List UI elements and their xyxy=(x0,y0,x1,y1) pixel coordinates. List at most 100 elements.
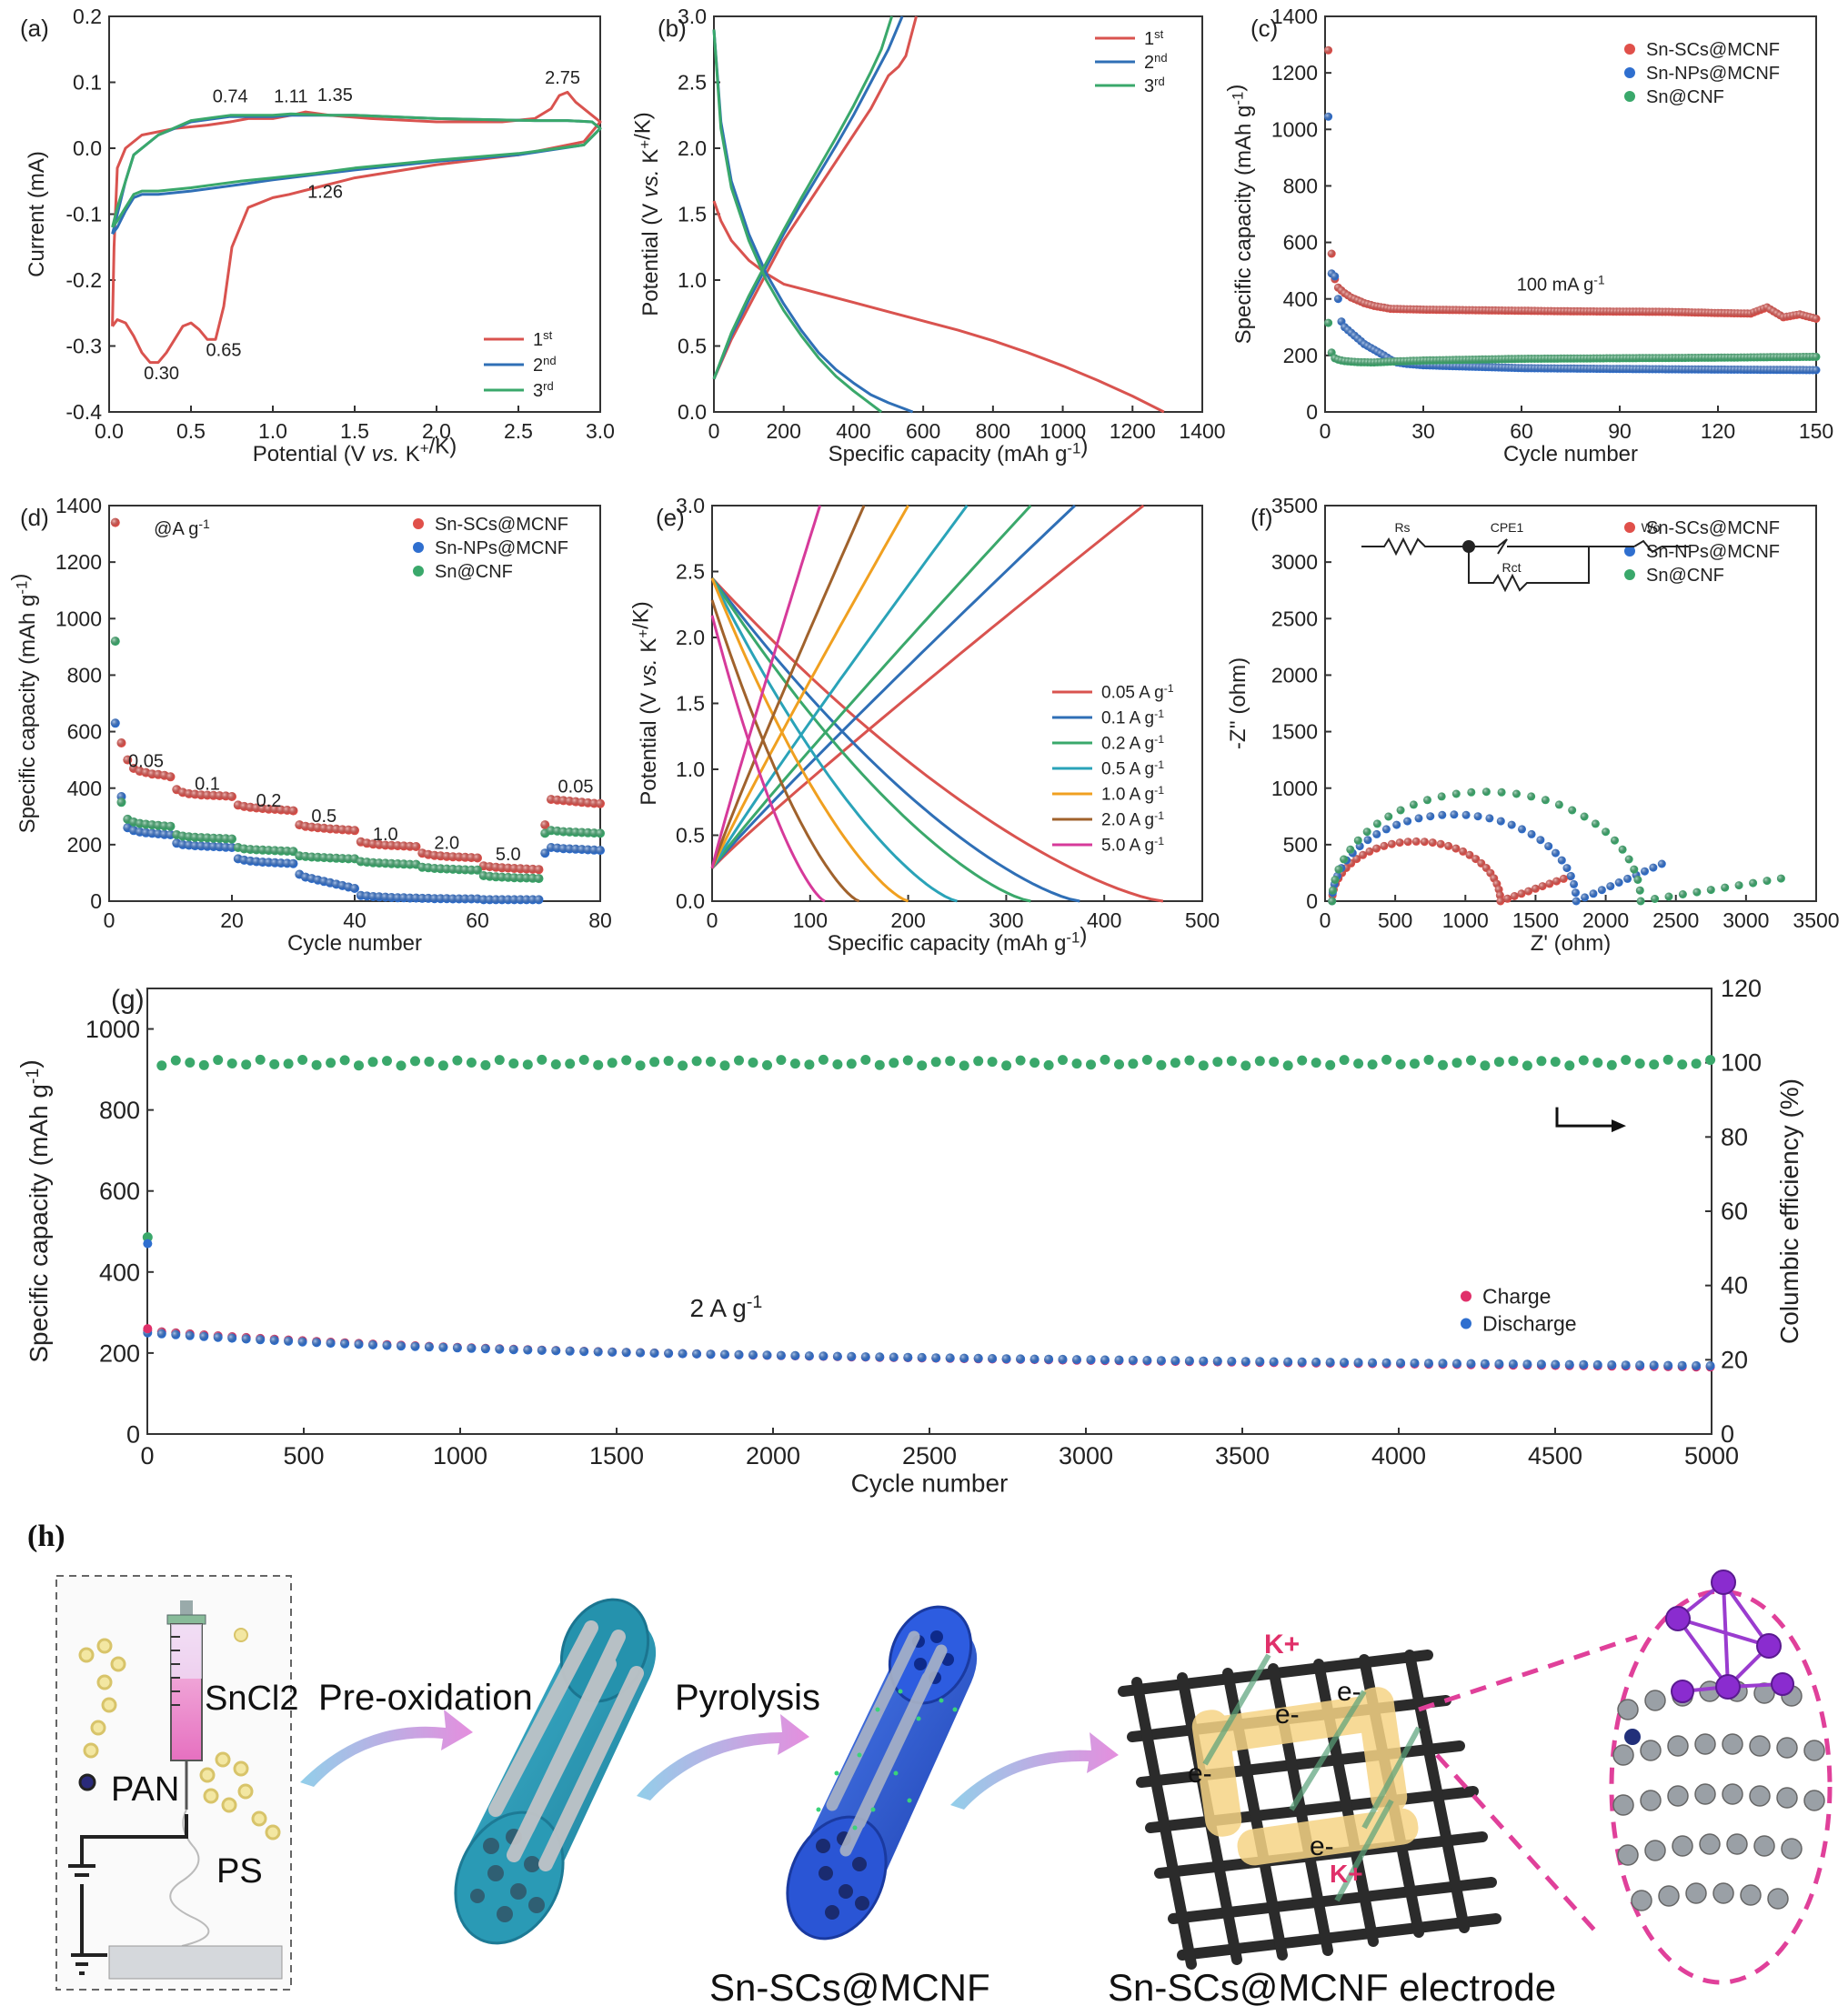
rate-point-shine xyxy=(540,848,550,858)
efficiency-point xyxy=(410,1056,420,1067)
syringe xyxy=(166,1600,206,1810)
y-tick-label: 0.5 xyxy=(676,824,705,848)
efficiency-point xyxy=(1170,1058,1180,1068)
x-tick-label: 100 xyxy=(793,908,828,932)
legend-marker xyxy=(1624,569,1635,580)
panel-label: (b) xyxy=(658,15,687,42)
efficiency-point xyxy=(354,1060,364,1071)
nyquist-point-shine xyxy=(1372,829,1381,838)
y-tick-label: -0.1 xyxy=(65,203,102,226)
nyquist-point-shine xyxy=(1414,814,1423,823)
cv-curve xyxy=(111,114,602,236)
warburg-element xyxy=(1633,539,1662,554)
nyquist-point-shine xyxy=(1436,839,1445,848)
nyquist-point-shine xyxy=(1403,837,1412,847)
nyquist-point-shine xyxy=(1614,878,1623,887)
efficiency-point xyxy=(748,1058,758,1068)
efficiency-point xyxy=(1353,1058,1364,1069)
peak-label: 2.75 xyxy=(545,68,580,88)
efficiency-point xyxy=(649,1057,660,1068)
efficiency-point xyxy=(1662,1054,1673,1065)
y-tick-label: 400 xyxy=(99,1259,140,1286)
cycle-point-shine xyxy=(1340,1358,1350,1368)
cycle-point-shine xyxy=(1255,1357,1265,1367)
efficiency-point xyxy=(255,1054,266,1065)
y-tick-label: 0.0 xyxy=(678,400,707,424)
y-tick-label: 1200 xyxy=(55,550,102,574)
efficiency-point xyxy=(902,1055,913,1066)
capacity-point-shine xyxy=(1324,318,1333,327)
cycle-point-shine xyxy=(382,1340,392,1350)
label-k-ion-bottom: K+ xyxy=(1330,1860,1363,1888)
cycle-point-shine xyxy=(213,1332,223,1342)
nyquist-point-shine xyxy=(1471,855,1481,864)
efficiency-point xyxy=(1269,1057,1280,1068)
chart-d: 0 20 40 60 800200400600800100012001400Cycle … xyxy=(8,494,612,956)
cycle-point-shine xyxy=(1212,1356,1222,1366)
nyquist-point-shine xyxy=(1552,848,1560,858)
rate-label: 0.05 xyxy=(128,751,164,771)
current-density-label: 2 A g-1 xyxy=(690,1292,763,1322)
efficiency-point xyxy=(396,1060,407,1071)
panel-label-h: (h) xyxy=(27,1520,65,1553)
pan-molecule xyxy=(78,1638,126,1791)
rate-point-shine xyxy=(534,865,544,875)
efficiency-point xyxy=(213,1055,224,1066)
cycle-point-shine xyxy=(326,1339,336,1349)
nyquist-point-shine xyxy=(1384,812,1393,821)
legend-entry: Sn@CNF xyxy=(435,562,513,582)
cycle-point-shine xyxy=(889,1352,899,1362)
legend-marker xyxy=(1461,1290,1471,1302)
legend-entry: 1.0 A g-1 xyxy=(1101,784,1164,805)
rate-point-shine xyxy=(596,828,605,838)
x-tick-label: 2500 xyxy=(902,1442,957,1469)
efficiency-point xyxy=(424,1057,435,1067)
cycle-point-shine xyxy=(551,1346,561,1356)
cycle-point-shine xyxy=(1579,1359,1589,1369)
nyquist-point-shine xyxy=(1381,825,1391,834)
y-tick-label: 0.2 xyxy=(73,5,102,28)
panel-label: (g) xyxy=(111,985,145,1015)
efficiency-point xyxy=(663,1056,674,1067)
capacity-point-shine xyxy=(1812,315,1821,323)
efficiency-point xyxy=(846,1058,857,1069)
efficiency-point xyxy=(1564,1060,1575,1071)
rate-point-shine xyxy=(534,874,544,884)
efficiency-point xyxy=(1550,1057,1561,1068)
nyquist-point-shine xyxy=(1562,864,1572,873)
nyquist-point-shine xyxy=(1557,856,1566,865)
label-product: Sn-SCs@MCNF xyxy=(709,1966,990,2009)
efficiency-point xyxy=(930,1057,941,1068)
panel-label: (e) xyxy=(656,504,685,531)
nyquist-point-shine xyxy=(1692,888,1702,897)
efficiency-point xyxy=(1649,1059,1660,1070)
gcd-curve xyxy=(712,200,1165,414)
efficiency-point xyxy=(1240,1060,1251,1071)
rate-charge-curve xyxy=(710,505,866,869)
legend-marker xyxy=(1624,546,1635,557)
efficiency-point xyxy=(1691,1058,1702,1069)
cycle-point-shine xyxy=(790,1350,800,1360)
label-sncl2: SnCl2 xyxy=(205,1680,299,1718)
cycle-point-shine xyxy=(438,1342,448,1352)
cpe-element xyxy=(1469,538,1508,555)
legend-entry: 1st xyxy=(1144,27,1164,49)
cycle-point-shine xyxy=(860,1352,870,1362)
porous-fiber-blue xyxy=(786,1605,978,1941)
cycle-point-shine xyxy=(945,1353,955,1363)
label-ps: PS xyxy=(216,1852,263,1891)
y2-axis-label: Columbic efficiency (%) xyxy=(1775,1078,1803,1344)
rate-point-shine xyxy=(110,517,120,527)
rate-point-shine xyxy=(227,792,236,801)
cycle-point-shine xyxy=(1311,1357,1321,1367)
efficiency-point xyxy=(1015,1055,1026,1066)
cycle-point-shine xyxy=(1156,1356,1166,1366)
efficiency-point xyxy=(494,1055,505,1066)
label-electron-4: e- xyxy=(1310,1831,1334,1861)
ps-molecule xyxy=(199,1751,281,1840)
rate-discharge-curve xyxy=(710,577,1080,903)
x-tick-label: 500 xyxy=(283,1442,324,1469)
x-tick-label: 90 xyxy=(1608,419,1632,443)
cycle-point-shine xyxy=(397,1341,406,1351)
nyquist-point-shine xyxy=(1678,890,1687,898)
